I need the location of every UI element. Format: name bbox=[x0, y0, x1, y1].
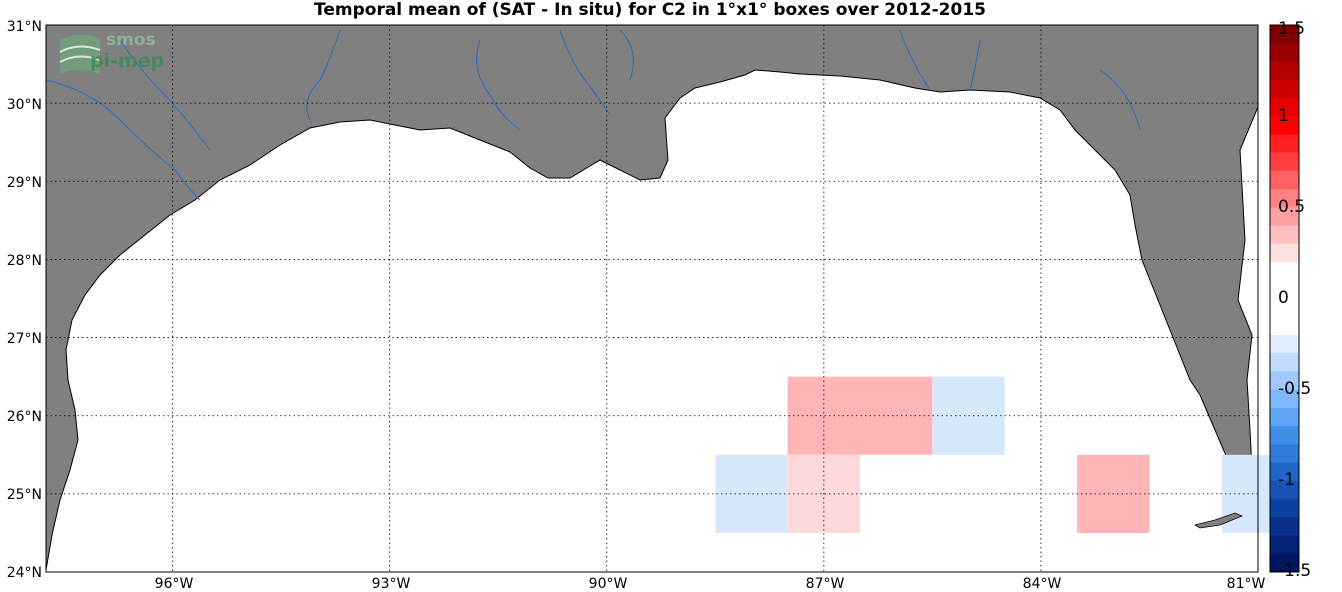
florida-keys bbox=[1193, 512, 1244, 529]
colorbar-band bbox=[1270, 152, 1299, 172]
colorbar-frame bbox=[1269, 24, 1300, 573]
colorbar-band bbox=[1270, 353, 1299, 372]
colorbar-band bbox=[1270, 517, 1299, 537]
colorbar-band bbox=[1270, 189, 1299, 208]
colorbar-band bbox=[1270, 225, 1299, 245]
colorbar-band bbox=[1270, 25, 1299, 44]
colorbar-band bbox=[1270, 116, 1299, 135]
colorbar-band bbox=[1270, 170, 1299, 190]
lon-tick-label: 81°W bbox=[1226, 576, 1266, 592]
colorbar-tick-label: -1.5 bbox=[1278, 561, 1312, 581]
colorbar-band bbox=[1270, 243, 1299, 263]
graticule bbox=[46, 25, 1258, 572]
logo-waves-icon bbox=[59, 34, 101, 74]
colorbar-band bbox=[1270, 480, 1299, 500]
logo-text-smos: smos bbox=[106, 30, 156, 50]
colorbar-band bbox=[1270, 371, 1299, 391]
colorbar-band bbox=[1270, 298, 1299, 318]
colorbar-band bbox=[1270, 553, 1299, 573]
colorbar-band bbox=[1270, 79, 1299, 99]
lat-tick-label: 29°N bbox=[6, 175, 42, 191]
land-gulf-coast bbox=[45, 24, 1259, 571]
colorbar-band bbox=[1270, 43, 1299, 62]
lat-tick-label: 27°N bbox=[6, 331, 42, 347]
colorbar-band bbox=[1270, 134, 1299, 154]
colorbar-band bbox=[1270, 426, 1299, 445]
colorbar-band bbox=[1270, 407, 1299, 427]
colorbar-band bbox=[1270, 97, 1299, 117]
logo-text-pimep: pi-mep bbox=[90, 50, 165, 72]
colorbar-tick-label: -1 bbox=[1278, 470, 1295, 490]
colorbar-band bbox=[1270, 389, 1299, 409]
lat-tick-label: 28°N bbox=[6, 253, 42, 269]
colorbar-band bbox=[1270, 535, 1299, 555]
lat-tick-label: 26°N bbox=[6, 409, 42, 425]
rivers bbox=[45, 29, 1141, 201]
lat-tick-label: 31°N bbox=[6, 19, 42, 35]
lat-tick-label: 30°N bbox=[6, 97, 42, 113]
colorbar-tick-label: 0.5 bbox=[1278, 197, 1306, 217]
lon-tick-label: 87°W bbox=[805, 576, 845, 592]
colorbar-tick-label: 0 bbox=[1278, 288, 1289, 308]
colorbar-band bbox=[1270, 462, 1299, 482]
colorbar-band bbox=[1270, 280, 1299, 299]
lon-tick-label: 90°W bbox=[588, 576, 628, 592]
colorbar-band bbox=[1270, 444, 1299, 464]
colorbar-band bbox=[1270, 61, 1299, 81]
colorbar-band bbox=[1270, 499, 1299, 518]
plot-frame bbox=[45, 24, 1259, 573]
colorbar-band bbox=[1270, 262, 1299, 281]
lon-tick-label: 96°W bbox=[154, 576, 194, 592]
colorbar-tick-label: -0.5 bbox=[1278, 379, 1312, 399]
map-title: Temporal mean of (SAT - In situ) for C2 … bbox=[314, 0, 986, 20]
colorbar-band bbox=[1270, 334, 1299, 354]
colorbar bbox=[1270, 25, 1299, 573]
lon-tick-label: 84°W bbox=[1022, 576, 1062, 592]
colorbar-tick-label: 1 bbox=[1278, 106, 1289, 126]
lat-tick-label: 25°N bbox=[6, 487, 42, 503]
colorbar-tick-label: 1.5 bbox=[1278, 19, 1306, 39]
lon-tick-label: 93°W bbox=[371, 576, 411, 592]
colorbar-band bbox=[1270, 316, 1299, 336]
lat-tick-label: 24°N bbox=[6, 565, 42, 581]
smos-pimep-logo: smos pi-mep bbox=[58, 30, 198, 78]
colorbar-band bbox=[1270, 207, 1299, 227]
